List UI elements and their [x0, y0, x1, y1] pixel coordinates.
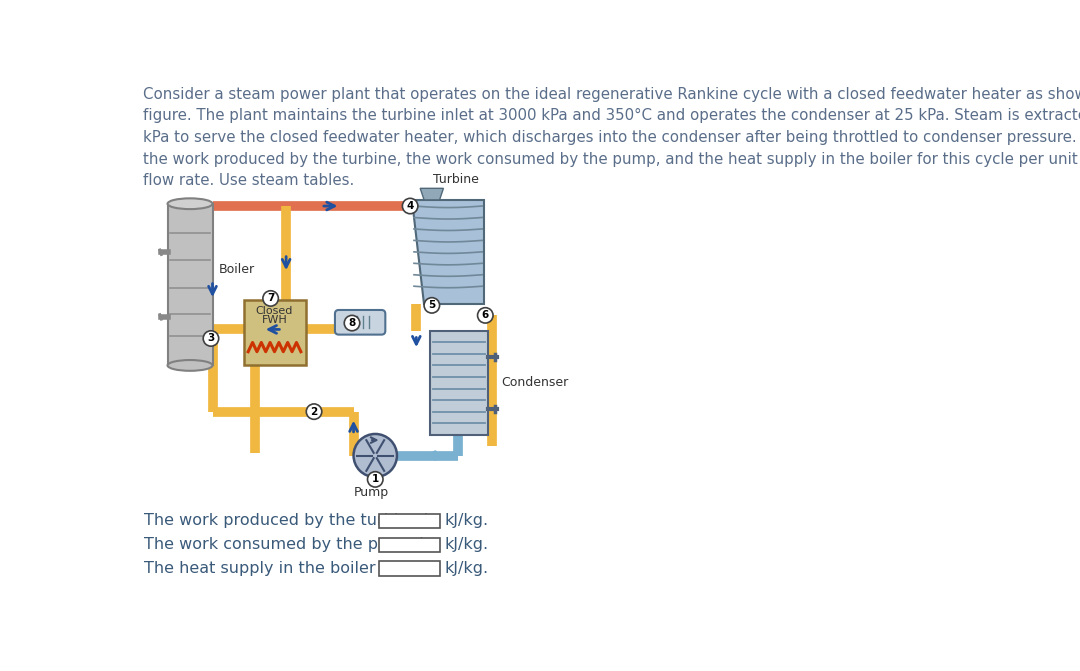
Bar — [167, 204, 213, 366]
Text: kJ/kg.: kJ/kg. — [444, 537, 488, 552]
Text: 4: 4 — [406, 201, 414, 211]
Circle shape — [353, 434, 397, 477]
Circle shape — [203, 331, 218, 346]
Circle shape — [424, 298, 440, 313]
Bar — [379, 513, 440, 528]
Text: kJ/kg.: kJ/kg. — [444, 561, 488, 576]
Text: Pump: Pump — [354, 486, 389, 499]
Text: 1: 1 — [372, 474, 379, 484]
Text: kJ/kg.: kJ/kg. — [444, 513, 488, 529]
Text: The work consumed by the pump is: The work consumed by the pump is — [145, 537, 432, 552]
Text: Consider a steam power plant that operates on the ideal regenerative Rankine cyc: Consider a steam power plant that operat… — [143, 87, 1080, 188]
Text: The work produced by the turbine is: The work produced by the turbine is — [145, 513, 436, 529]
Text: 3: 3 — [207, 333, 215, 344]
Circle shape — [403, 199, 418, 214]
Ellipse shape — [167, 360, 213, 371]
Bar — [430, 331, 488, 435]
Circle shape — [262, 291, 279, 306]
Text: 2: 2 — [310, 407, 318, 417]
Bar — [379, 562, 440, 576]
Bar — [243, 300, 306, 366]
Text: 5: 5 — [428, 301, 435, 311]
Text: Condenser: Condenser — [501, 376, 569, 389]
Text: Turbine: Turbine — [433, 173, 478, 186]
Bar — [379, 537, 440, 552]
Text: 7: 7 — [267, 293, 274, 303]
Text: 6: 6 — [482, 311, 489, 320]
Text: Closed: Closed — [256, 306, 293, 316]
Text: 8: 8 — [349, 318, 355, 328]
Ellipse shape — [167, 199, 213, 209]
Text: Boiler: Boiler — [218, 262, 255, 276]
Text: FWH: FWH — [261, 315, 287, 325]
Circle shape — [307, 404, 322, 419]
Circle shape — [345, 315, 360, 331]
Text: The heat supply in the boiler is: The heat supply in the boiler is — [145, 561, 394, 576]
Circle shape — [367, 472, 383, 487]
Polygon shape — [413, 200, 484, 304]
Polygon shape — [420, 189, 444, 200]
Circle shape — [477, 308, 494, 323]
FancyBboxPatch shape — [335, 310, 386, 335]
